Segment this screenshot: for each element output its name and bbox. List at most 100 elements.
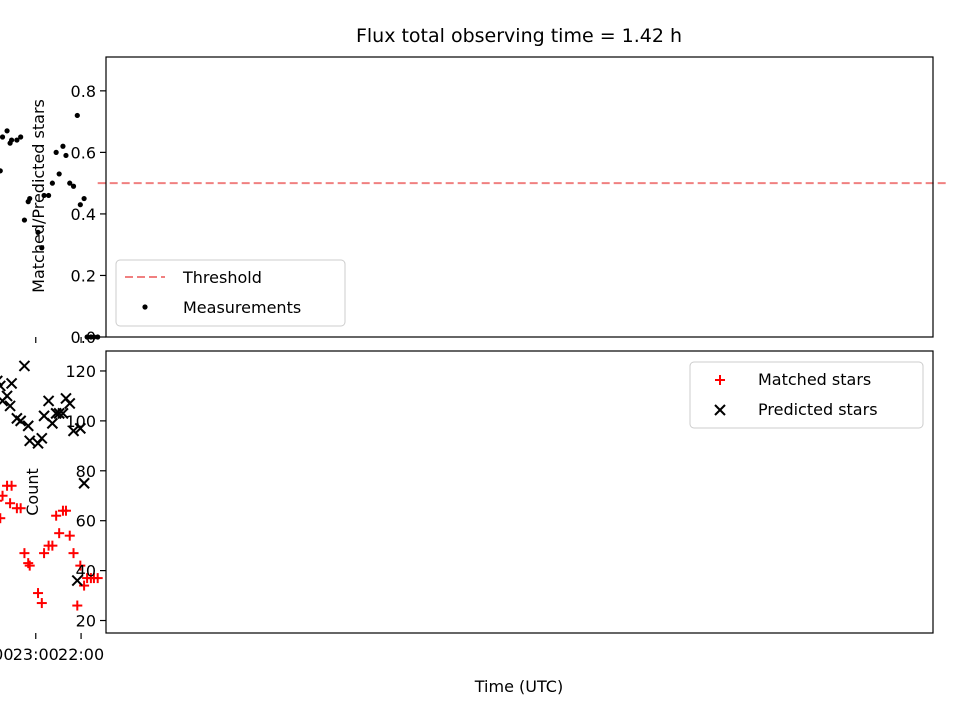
- matched-point: [79, 580, 90, 591]
- y-tick-label: 0.0: [71, 328, 96, 347]
- x-tick-label: 23:00: [13, 645, 59, 664]
- x-tick-label: 00:00: [0, 645, 14, 664]
- predicted-point: [5, 377, 18, 390]
- matched-point: [19, 548, 30, 559]
- measurement-point: [77, 202, 83, 208]
- y-tick-label: 20: [76, 612, 96, 631]
- legend-top: Threshold Measurements: [115, 259, 346, 327]
- predicted-point: [0, 375, 3, 387]
- measurement-point: [14, 137, 20, 143]
- bottom-panel: 2040608010012022:0023:0000:0001:0002:000…: [0, 350, 934, 664]
- measurement-point: [41, 192, 47, 199]
- legend-predicted-swatch: [714, 404, 726, 416]
- predicted-point: [67, 425, 80, 437]
- predicted-point: [11, 412, 23, 425]
- matched-point: [54, 528, 65, 539]
- predicted-point: [74, 422, 87, 435]
- measurement-point: [63, 152, 69, 159]
- matched-point: [0, 513, 6, 524]
- measurement-point: [95, 334, 101, 340]
- matched-point: [11, 503, 22, 514]
- predicted-point: [4, 400, 16, 412]
- y-tick-label: 100: [65, 412, 96, 431]
- predicted-point: [0, 380, 6, 392]
- x-tick-label: 22:00: [58, 645, 104, 664]
- matched-point: [64, 530, 75, 541]
- plot-frame: [105, 350, 934, 634]
- predicted-point: [53, 407, 65, 420]
- matched-point: [0, 499, 3, 502]
- y-tick-label: 120: [65, 362, 96, 381]
- matched-point: [43, 540, 54, 551]
- matched-point: [5, 498, 16, 509]
- measurement-point: [46, 192, 52, 199]
- legend-threshold-label: Threshold: [182, 268, 262, 287]
- x-axis-label: Time (UTC): [474, 677, 563, 696]
- top-y-axis-label: Matched/Predicted stars: [29, 99, 48, 293]
- measurement-point: [67, 180, 73, 186]
- measurement-point: [74, 112, 80, 119]
- matched-point: [33, 588, 44, 599]
- y-tick-label: 80: [76, 462, 96, 481]
- legend-matched-swatch: [715, 375, 725, 385]
- measurement-point: [49, 180, 55, 186]
- y-tick-label: 40: [76, 562, 96, 581]
- measurement-point: [21, 217, 28, 223]
- predicted-point: [78, 477, 90, 489]
- measurement-point: [60, 143, 66, 149]
- y-tick-label: 60: [76, 512, 96, 531]
- measurement-point: [56, 171, 62, 177]
- top-panel: 0.0 0.2 0.4 0.6 0.8 Threshold Measurements: [0, 56, 948, 347]
- predicted-point: [32, 437, 44, 450]
- matched-point: [72, 600, 83, 611]
- predicted-point: [38, 410, 50, 422]
- legend-bottom: Matched stars Predicted stars: [689, 361, 924, 429]
- legend-box: [115, 259, 346, 327]
- chart-title: Flux total observing time = 1.42 h: [356, 25, 682, 47]
- measurement-point: [39, 245, 45, 251]
- predicted-point: [60, 392, 72, 405]
- legend-measurement-label: Measurements: [183, 298, 301, 317]
- measurement-point: [35, 229, 41, 235]
- predicted-point: [50, 407, 62, 420]
- measurement-point: [70, 183, 77, 189]
- matched-point: [68, 548, 79, 559]
- predicted-point: [42, 395, 55, 407]
- y-tick-label: 0.2: [71, 266, 96, 285]
- y-tick-label: 0.4: [71, 205, 96, 224]
- matched-point: [0, 490, 8, 501]
- measurement-point: [84, 334, 90, 340]
- measurement-point: [0, 134, 6, 140]
- measurement-point: [0, 168, 3, 174]
- matched-point: [39, 548, 50, 559]
- predicted-point: [0, 395, 9, 407]
- measurement-point: [18, 134, 24, 140]
- y-tick-label: 0.6: [71, 143, 96, 162]
- measurement-point: [81, 195, 87, 202]
- measurement-point: [7, 140, 13, 146]
- legend-measurement-swatch: [142, 304, 148, 310]
- matched-point: [51, 510, 62, 521]
- predicted-point: [22, 420, 34, 432]
- y-tick-label: 0.8: [71, 82, 96, 101]
- matched-point: [2, 480, 13, 491]
- matched-point: [24, 560, 35, 571]
- plot-frame: [105, 56, 934, 338]
- matched-point: [82, 573, 93, 584]
- measurement-point: [88, 334, 94, 340]
- matched-point: [23, 558, 34, 569]
- legend-matched-label: Matched stars: [758, 370, 871, 389]
- predicted-point: [24, 435, 36, 447]
- matched-point: [57, 505, 68, 516]
- matched-point: [36, 598, 47, 609]
- measurement-point: [25, 199, 31, 205]
- matched-point: [75, 560, 86, 571]
- legend-box: [689, 361, 924, 429]
- legend-predicted-label: Predicted stars: [758, 400, 878, 419]
- predicted-point: [18, 360, 31, 372]
- measurement-point: [4, 128, 10, 134]
- bottom-y-axis-label: Count: [23, 468, 42, 516]
- predicted-point: [71, 574, 84, 587]
- measurement-point: [53, 149, 59, 155]
